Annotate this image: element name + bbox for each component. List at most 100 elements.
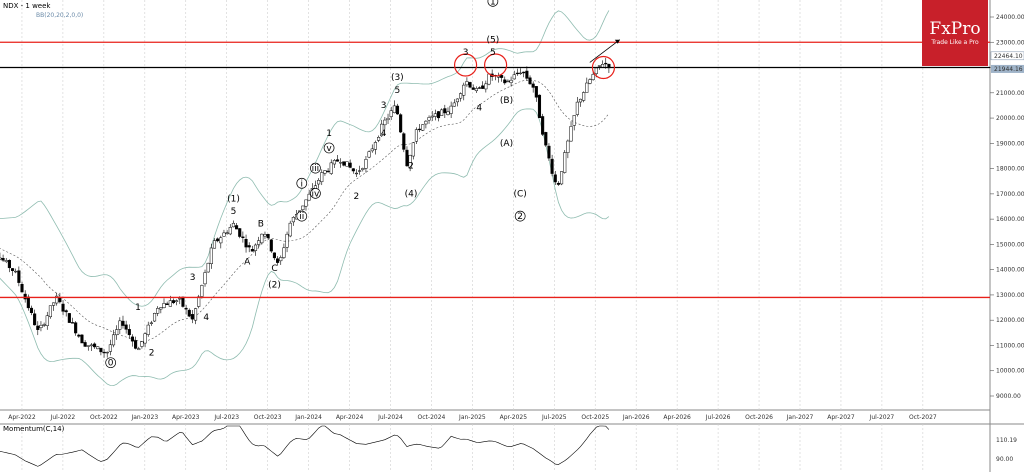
- bull-candle: [594, 67, 598, 74]
- wave-label-circle: [323, 142, 335, 154]
- bear-candle: [1, 258, 5, 261]
- bull-candle: [263, 234, 267, 237]
- bull-candle: [601, 64, 605, 68]
- bull-candle: [39, 324, 43, 328]
- bull-candle: [0, 257, 2, 260]
- bear-candle: [20, 284, 24, 293]
- y-tick-label: 23000.00: [996, 39, 1024, 46]
- bull-candle: [367, 151, 371, 158]
- bull-candle: [424, 120, 428, 125]
- x-tick-label: Jul-2027: [869, 414, 895, 421]
- bull-candle: [383, 119, 387, 126]
- bull-candle: [225, 232, 229, 234]
- bull-candle: [339, 162, 343, 164]
- bear-candle: [405, 149, 409, 167]
- logo-tagline: Trade Like a Pro: [930, 39, 979, 46]
- wave-label: (A): [500, 139, 513, 149]
- y-tick-label: 18000.00: [996, 166, 1024, 173]
- bull-candle: [389, 110, 393, 117]
- bull-candle: [364, 159, 368, 169]
- indicator-label: BB(20,20,2,0,0): [36, 12, 83, 19]
- bear-candle: [121, 320, 125, 326]
- bull-candle: [200, 285, 204, 297]
- bull-candle: [203, 272, 207, 285]
- y-tick-label: 19000.00: [996, 140, 1024, 147]
- bull-candle: [137, 348, 141, 351]
- bear-candle: [468, 82, 472, 88]
- bull-candle: [89, 344, 93, 347]
- bull-candle: [566, 140, 570, 153]
- bull-candle: [288, 222, 292, 237]
- x-tick-label: Jan-2026: [622, 414, 650, 421]
- logo-name: FxPro: [929, 19, 980, 39]
- bear-candle: [335, 159, 340, 162]
- bull-candle: [509, 79, 513, 83]
- bear-candle: [64, 310, 68, 313]
- bear-candle: [11, 268, 15, 271]
- bull-candle: [487, 73, 491, 85]
- bull-candle: [260, 233, 264, 244]
- bull-candle: [146, 324, 150, 335]
- bull-candle: [421, 124, 425, 131]
- bear-candle: [266, 234, 270, 239]
- x-tick-label: Oct-2022: [90, 414, 118, 421]
- bear-candle: [130, 336, 135, 342]
- wave-label: v: [326, 144, 332, 154]
- y-tick-label: 12000.00: [996, 317, 1024, 324]
- bear-candle: [67, 313, 71, 323]
- bull-candle: [578, 98, 583, 103]
- momentum-label: Momentum(C,14): [3, 425, 65, 433]
- bear-candle: [241, 236, 245, 238]
- wave-label: 2: [149, 349, 155, 359]
- bear-candle: [550, 158, 554, 174]
- y-tick-label: 15000.00: [996, 241, 1024, 248]
- bull-candle: [175, 300, 179, 302]
- wave-label: 2: [517, 212, 523, 222]
- wave-label: 1: [490, 0, 496, 7]
- bear-candle: [522, 71, 526, 74]
- bull-candle: [386, 117, 390, 121]
- wave-label: 1: [326, 129, 332, 139]
- y-tick-label: 13000.00: [996, 292, 1024, 299]
- bear-candle: [181, 296, 185, 307]
- horizontal-levels: [0, 39, 990, 299]
- bull-candle: [591, 74, 595, 80]
- bull-candle: [449, 105, 453, 114]
- wave-label: 2: [354, 192, 360, 202]
- x-tick-label: Apr-2026: [663, 414, 691, 421]
- middle-band: [0, 80, 610, 342]
- bull-candle: [519, 72, 523, 75]
- bull-candle: [380, 123, 384, 137]
- bear-candle: [553, 174, 557, 183]
- x-tick-label: Apr-2023: [172, 414, 200, 421]
- bull-candle: [159, 307, 163, 310]
- bull-candle: [257, 240, 261, 245]
- bull-candle: [317, 180, 321, 185]
- bull-candle: [111, 334, 116, 346]
- wave-label-circle: [296, 210, 308, 222]
- wave-label: (C): [514, 189, 527, 199]
- chart-title: NDX - 1 week: [3, 2, 51, 10]
- x-tick-label: Oct-2025: [581, 414, 609, 421]
- bull-candle: [86, 345, 90, 347]
- bull-candle: [231, 222, 235, 228]
- wave-label: 4: [476, 103, 482, 113]
- bear-candle: [80, 334, 84, 344]
- bull-candle: [162, 303, 166, 309]
- current-price-label: 22464.10: [994, 53, 1023, 60]
- bear-candle: [541, 116, 545, 135]
- bull-candle: [42, 324, 46, 326]
- wave-label: (1): [227, 194, 240, 204]
- bear-candle: [276, 258, 280, 263]
- bull-candle: [253, 244, 258, 251]
- bear-candle: [481, 85, 485, 89]
- bear-candle: [7, 259, 11, 269]
- x-tick-label: Jul-2022: [50, 414, 76, 421]
- bear-candle: [503, 79, 507, 84]
- bear-candle: [537, 94, 542, 119]
- bull-candle: [474, 88, 478, 92]
- bull-candle: [105, 351, 109, 354]
- x-tick-label: Jul-2023: [213, 414, 239, 421]
- bear-candle: [528, 77, 532, 85]
- bear-candle: [93, 343, 97, 348]
